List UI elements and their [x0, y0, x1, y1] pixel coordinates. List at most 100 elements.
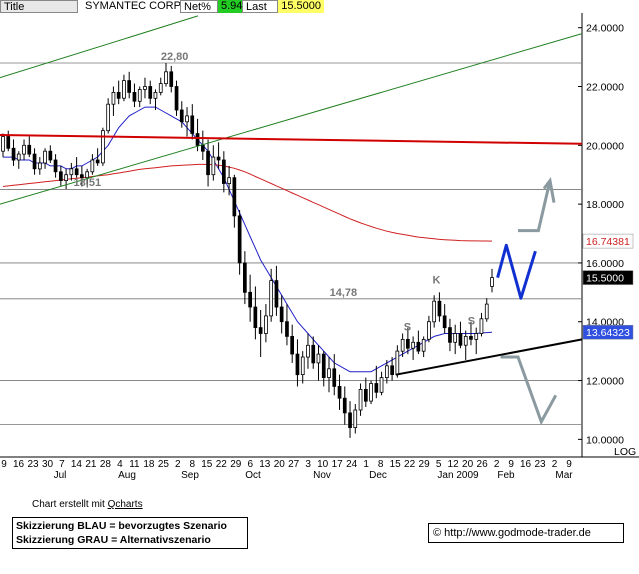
x-day-label-9: 11 — [129, 459, 140, 470]
candle-body-1 — [6, 136, 11, 149]
candle-body-67 — [353, 409, 358, 429]
x-day-label-34: 2 — [494, 459, 500, 470]
candle-body-12 — [64, 174, 68, 181]
candle-body-3 — [16, 153, 21, 161]
x-day-label-7: 28 — [100, 459, 112, 470]
candle-body-75 — [395, 350, 400, 376]
y-tick-label-7: 24.0000 — [586, 23, 624, 35]
candle-body-26 — [137, 89, 142, 102]
candle-body-33 — [174, 86, 179, 111]
credit-prefix: Chart erstellt mit — [32, 499, 108, 510]
x-day-label-27: 15 — [390, 459, 402, 470]
x-month-label-8: Mar — [555, 470, 573, 481]
price-tag-label-1: 15.5000 — [586, 273, 624, 285]
x-day-label-1: 16 — [13, 459, 25, 470]
candle-body-13 — [69, 168, 74, 176]
x-day-label-15: 22 — [216, 459, 228, 470]
x-day-label-17: 6 — [248, 459, 254, 470]
candle-body-72 — [379, 377, 384, 393]
header-net-label: Net% — [180, 0, 218, 13]
candle-body-84 — [442, 315, 447, 329]
y-tick-label-3: 16.0000 — [586, 258, 624, 270]
x-day-label-24: 24 — [346, 459, 358, 470]
candle-body-37 — [195, 133, 200, 146]
x-day-label-18: 13 — [259, 459, 271, 470]
chart-annotation-0: 22,80 — [161, 51, 189, 63]
candle-body-27 — [143, 86, 147, 90]
x-day-label-25: 1 — [363, 459, 369, 470]
x-month-label-7: Feb — [497, 470, 515, 481]
candle-body-32 — [169, 71, 174, 87]
y-scale-label: LOG — [614, 446, 636, 458]
qcharts-link[interactable]: Qcharts — [107, 499, 143, 510]
y-tick-label-5: 20.0000 — [586, 140, 624, 152]
legend-blue-scenario: Skizzierung BLAU = bevorzugtes Szenario — [16, 520, 227, 532]
x-month-label-4: Nov — [313, 470, 331, 481]
candle-body-90 — [474, 333, 479, 340]
candle-body-16 — [85, 171, 89, 179]
copyright-box[interactable]: © http://www.godmode-trader.de — [428, 523, 624, 543]
candle-body-6 — [32, 153, 37, 170]
candlestick-layer — [1, 62, 494, 438]
x-day-label-2: 23 — [27, 459, 39, 470]
candle-body-58 — [306, 344, 310, 358]
candle-body-36 — [190, 115, 195, 134]
price-tag-box-2 — [582, 324, 634, 340]
candle-body-4 — [22, 144, 26, 155]
header-last-value: 15.5000 — [278, 0, 324, 13]
candle-body-21 — [111, 92, 116, 105]
candle-body-85 — [448, 327, 452, 343]
x-day-label-12: 2 — [175, 459, 181, 470]
x-day-label-4: 7 — [59, 459, 65, 470]
x-month-label-5: Dec — [369, 470, 387, 481]
candle-body-39 — [206, 150, 210, 176]
candle-body-30 — [158, 83, 163, 93]
candle-body-57 — [300, 356, 305, 376]
candle-body-82 — [432, 300, 437, 323]
x-day-label-3: 30 — [42, 459, 54, 470]
candle-body-92 — [484, 303, 489, 320]
candle-body-93 — [490, 277, 494, 287]
ma-short-line — [3, 106, 493, 373]
chart-annotation-4: K — [433, 274, 441, 286]
candle-body-47 — [248, 291, 252, 308]
price-tag-box-0 — [582, 233, 634, 249]
candle-body-22 — [116, 92, 121, 99]
candle-body-69 — [363, 388, 368, 402]
candle-body-66 — [348, 412, 352, 428]
price-tag-label-0: 16.74381 — [586, 236, 630, 248]
candle-body-23 — [122, 80, 126, 99]
candle-body-49 — [258, 327, 263, 334]
candle-body-89 — [469, 335, 473, 340]
candle-body-74 — [390, 365, 395, 375]
x-day-label-26: 8 — [378, 459, 384, 470]
header-last-label: Last — [242, 0, 278, 13]
candle-body-87 — [458, 333, 463, 346]
y-tick-label-1: 12.0000 — [586, 376, 624, 388]
candle-body-25 — [132, 92, 137, 102]
candle-body-40 — [211, 156, 216, 176]
x-day-label-33: 26 — [477, 459, 489, 470]
candle-body-60 — [316, 353, 321, 364]
gray-scenario-down-path — [500, 355, 558, 426]
candle-body-29 — [153, 92, 158, 99]
candle-body-10 — [53, 159, 58, 173]
candle-body-31 — [164, 71, 168, 85]
channel-lower-line — [0, 33, 583, 205]
candle-body-24 — [127, 80, 131, 93]
candle-body-62 — [327, 368, 331, 378]
x-day-label-31: 12 — [448, 459, 460, 470]
header-title-label: Title — [0, 0, 78, 13]
x-day-label-32: 20 — [462, 459, 474, 470]
candle-body-79 — [416, 341, 421, 352]
candle-body-68 — [358, 388, 363, 411]
candle-body-2 — [11, 147, 16, 161]
y-tick-label-0: 10.0000 — [586, 434, 624, 446]
x-day-label-19: 20 — [274, 459, 286, 470]
ma-long-line — [2, 163, 493, 242]
channel-upper-line — [0, 15, 199, 79]
x-day-label-13: 8 — [190, 459, 196, 470]
legend-gray-scenario: Skizzierung GRAU = Alternativszenario — [16, 534, 211, 546]
